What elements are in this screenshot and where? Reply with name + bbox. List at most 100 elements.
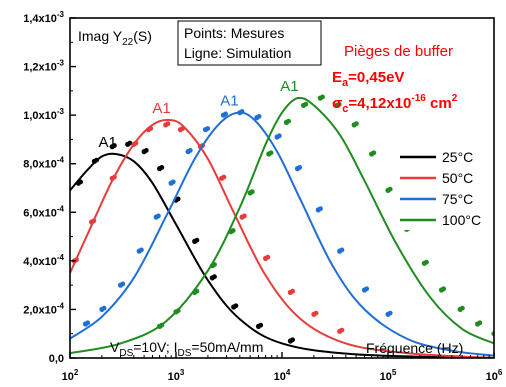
x-tick-label: 103: [168, 368, 185, 383]
legend-entry: 100°C: [442, 212, 481, 228]
measurement-point: [78, 179, 83, 185]
y-tick-label: 4,0x10-4: [23, 253, 64, 268]
x-tick-label: 104: [274, 368, 291, 383]
measurement-point: [339, 327, 345, 333]
bias-annotation: VDS=10V; IDS=50mA/mm: [110, 339, 263, 359]
measurement-point: [194, 288, 200, 294]
measurement-point: [268, 150, 274, 156]
trap-ea: Ea=0,45eV: [332, 69, 404, 89]
y-axis-ticks: 0,0 2,0x10-4 4,0x10-4 6,0x10-4 8,0x10-4 1,0x1…: [23, 10, 76, 365]
measurement-point: [387, 310, 393, 316]
series-25c: [70, 140, 494, 358]
measurement-point: [101, 305, 107, 311]
y-tick-label: 0,0: [49, 353, 64, 365]
y-tick-label: 2,0x10-4: [23, 301, 64, 316]
trap-title: Pièges de buffer: [344, 43, 453, 60]
trap-sigma: σc=4,12x10-16 cm2: [332, 93, 458, 115]
measurement-point: [258, 322, 264, 328]
measurement-point: [477, 320, 483, 326]
measurement-point: [303, 101, 309, 107]
measurement-point: [424, 259, 429, 265]
simulation-line: [70, 111, 494, 357]
y-tick-label: 8,0x10-4: [23, 156, 64, 171]
x-tick-label: 105: [380, 368, 397, 383]
measurement-point: [112, 143, 117, 148]
measurement-point: [297, 165, 303, 170]
y-tick-label: 1,4x10-3: [23, 10, 64, 25]
measurement-point: [212, 274, 217, 280]
measurement-point: [290, 288, 295, 294]
measurement-point: [187, 148, 193, 153]
measurement-point: [290, 337, 295, 343]
measurement-point: [127, 140, 133, 146]
measurement-point: [180, 126, 186, 131]
measurement-point: [175, 308, 181, 314]
measurement-point: [387, 186, 393, 192]
measurement-point: [276, 133, 282, 139]
simulation-line: [70, 152, 494, 358]
measurement-point: [354, 121, 359, 127]
measurement-point: [371, 150, 377, 156]
measurement-point: [249, 189, 255, 195]
measurement-point: [139, 247, 144, 253]
series-layer: [70, 94, 494, 358]
legend-entry: 50°C: [442, 170, 473, 186]
measurement-point: [336, 101, 342, 107]
measurement-point: [94, 157, 99, 163]
measurement-point: [165, 121, 171, 127]
peak-label: A1: [99, 134, 117, 151]
legend-frame: [395, 144, 493, 230]
measurement-point: [241, 213, 247, 219]
measurement-point: [120, 281, 126, 287]
y-tick-label: 6,0x10-4: [23, 204, 64, 219]
peak-labels: A1 A1 A1 A1: [99, 78, 299, 151]
trap-annotation: Pièges de buffer Ea=0,45eV σc=4,12x10-16…: [332, 43, 458, 115]
measurement-point: [313, 310, 319, 316]
x-axis-ticks: 102 103 104 105 106: [62, 352, 503, 383]
measurement-point: [205, 126, 211, 131]
measurement-point: [148, 126, 154, 131]
measurement-point: [286, 118, 291, 124]
measurement-point: [239, 109, 245, 114]
measurement-point: [320, 94, 325, 100]
legend-entry: 75°C: [442, 191, 473, 207]
legend: 25°C 50°C 75°C 100°C: [395, 144, 493, 230]
info-box-line2: Ligne: Simulation: [184, 45, 291, 61]
measurement-point: [256, 114, 262, 119]
x-tick-label: 106: [486, 368, 503, 383]
measurement-point: [265, 254, 271, 260]
measurement-point: [233, 303, 239, 309]
measurement-point: [212, 262, 217, 267]
measurement-point: [85, 320, 91, 326]
peak-label: A1: [152, 100, 170, 117]
measurement-point: [133, 140, 139, 146]
series-75c: [70, 109, 494, 357]
y-axis-label: Imag Y22(S): [78, 28, 152, 48]
measurement-point: [143, 148, 149, 153]
x-axis-label: Fréquence (Hz): [366, 340, 463, 356]
peak-label: A1: [280, 78, 298, 95]
measurement-point: [194, 237, 200, 243]
measurement-point: [318, 206, 323, 212]
measurement-point: [230, 228, 236, 233]
measurement-point: [112, 174, 117, 180]
x-tick-label: 102: [62, 368, 79, 383]
legend-entry: 25°C: [442, 149, 473, 165]
peak-label: A1: [220, 93, 238, 110]
measurement-point: [170, 179, 176, 185]
measurement-point: [91, 218, 97, 224]
measurement-point: [441, 286, 447, 292]
measurement-point: [460, 305, 465, 311]
info-box: Points: Mesures Ligne: Simulation: [177, 20, 322, 66]
y-tick-label: 1,0x10-3: [23, 107, 64, 122]
info-box-line1: Points: Mesures: [184, 25, 284, 41]
measurement-point: [223, 111, 229, 117]
measurement-point: [159, 322, 165, 328]
measurement-point: [339, 247, 345, 253]
info-box-frame: [177, 20, 322, 66]
measurement-point: [364, 286, 370, 292]
measurement-point: [175, 196, 181, 202]
measurement-point: [159, 165, 165, 170]
simulation-line: [70, 96, 494, 355]
